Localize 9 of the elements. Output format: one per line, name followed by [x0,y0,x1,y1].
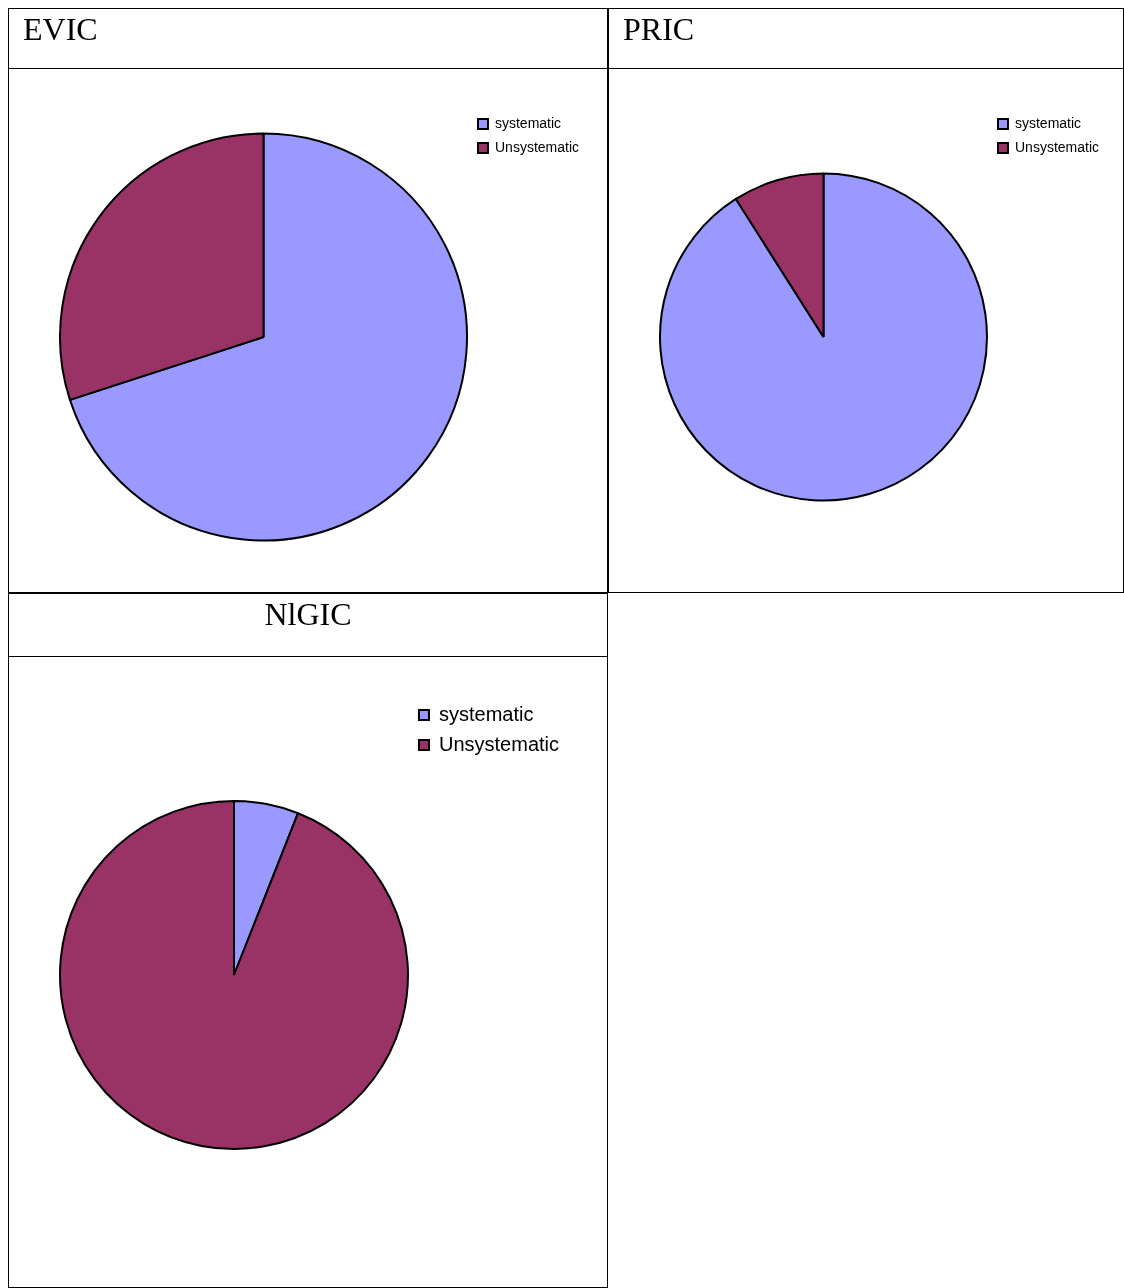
chart-title: PRIC [609,9,1123,69]
chart-title: EVIC [9,9,607,69]
chart-title: NlGIC [9,594,607,657]
legend-label: systematic [438,702,534,725]
legend-label: Unsystematic [494,138,580,155]
legend-label: systematic [494,114,562,131]
legend-label: Unsystematic [438,732,559,755]
legend-label: systematic [1014,114,1082,131]
legend-label: Unsystematic [1014,138,1100,155]
